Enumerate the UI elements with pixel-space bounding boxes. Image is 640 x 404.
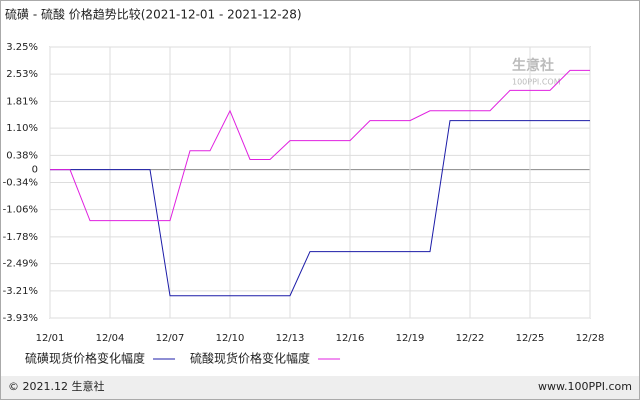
y-tick-label: 1.81%	[6, 96, 38, 107]
y-tick-label: -0.34%	[3, 178, 38, 189]
legend-label: 硫酸现货价格变化幅度	[190, 351, 310, 366]
chart-title: 硫磺 - 硫酸 价格趋势比较(2021-12-01 - 2021-12-28)	[5, 7, 302, 22]
x-tick-label: 12/16	[336, 333, 365, 344]
x-tick-label: 12/01	[36, 333, 65, 344]
x-tick-label: 12/04	[96, 333, 125, 344]
y-tick-label: -3.93%	[3, 313, 38, 324]
y-tick-label: 0	[32, 165, 38, 176]
y-tick-label: -1.06%	[3, 205, 38, 216]
x-tick-label: 12/07	[156, 333, 185, 344]
x-tick-label: 12/10	[216, 333, 245, 344]
footer-band	[1, 376, 639, 399]
footer-right: www.100PPI.com	[538, 380, 632, 393]
x-tick-label: 12/25	[516, 333, 545, 344]
y-tick-label: 3.25%	[6, 42, 38, 53]
y-tick-label: 1.10%	[6, 123, 38, 134]
y-tick-label: -2.49%	[3, 259, 38, 270]
watermark: 生意社	[512, 57, 554, 74]
x-tick-label: 12/22	[456, 333, 485, 344]
y-tick-label: -3.21%	[3, 286, 38, 297]
footer-left: © 2021.12 生意社	[8, 379, 104, 393]
y-tick-label: -1.78%	[3, 232, 38, 243]
series-line	[50, 120, 590, 297]
y-tick-label: 0.38%	[6, 150, 38, 161]
x-tick-label: 12/19	[396, 333, 425, 344]
watermark: 100PPI.COM	[512, 78, 561, 87]
x-tick-label: 12/28	[576, 333, 605, 344]
legend-label: 硫磺现货价格变化幅度	[25, 351, 145, 366]
series-line	[50, 69, 590, 222]
y-tick-label: 2.53%	[6, 69, 38, 80]
x-tick-label: 12/13	[276, 333, 305, 344]
